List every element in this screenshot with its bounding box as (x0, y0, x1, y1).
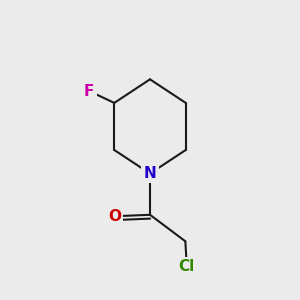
Text: N: N (144, 166, 156, 181)
Text: Cl: Cl (179, 259, 195, 274)
Text: O: O (108, 209, 121, 224)
Text: F: F (84, 84, 94, 99)
